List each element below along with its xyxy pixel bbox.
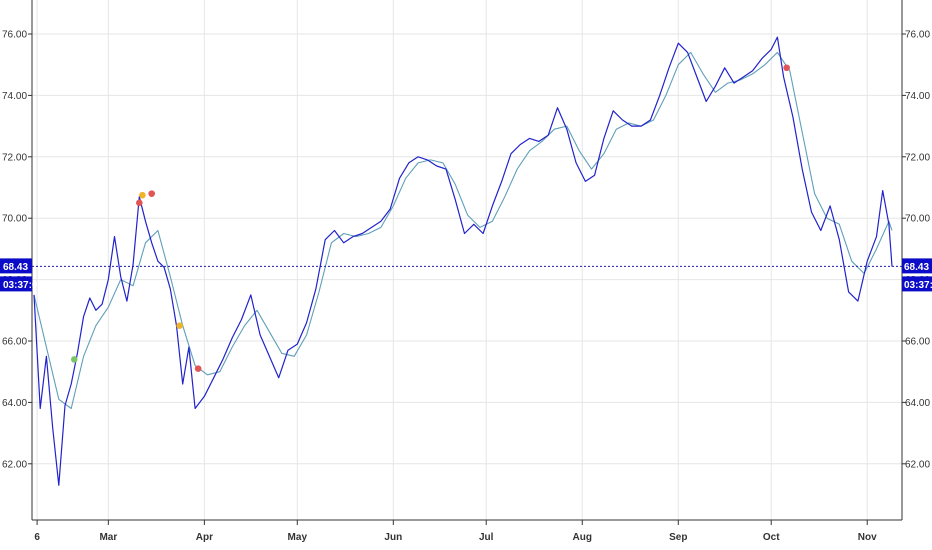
signal-marker bbox=[783, 64, 790, 72]
grid bbox=[32, 0, 902, 520]
y-tick-label-right: 72.00 bbox=[905, 152, 930, 163]
y-tick-label-right: 62.00 bbox=[905, 459, 930, 470]
current-price: 68.43 03:37:0 68.43 03:37:0 bbox=[0, 258, 932, 292]
x-tick-label: May bbox=[288, 532, 308, 543]
price-badge-right bbox=[902, 258, 932, 274]
x-tick-label: Aug bbox=[573, 532, 592, 543]
y-tick-label-left: 62.00 bbox=[2, 459, 27, 470]
countdown-right: 03:37:0 bbox=[904, 280, 932, 291]
price-badge-left bbox=[0, 258, 32, 274]
signal-marker bbox=[148, 190, 156, 197]
y-tick-label-right: 66.00 bbox=[905, 337, 930, 348]
signal-markers bbox=[70, 64, 790, 372]
signal-marker bbox=[139, 191, 146, 199]
y-tick-label-left: 70.00 bbox=[2, 214, 27, 225]
x-tick-label: Nov bbox=[858, 532, 877, 543]
y-tick-label-left: 64.00 bbox=[2, 398, 27, 409]
moving-average-line bbox=[33, 51, 893, 410]
price-value-right: 68.43 bbox=[904, 262, 929, 273]
y-tick-label-left: 76.00 bbox=[2, 30, 27, 41]
x-tick-label: Oct bbox=[763, 532, 780, 543]
x-tick-label: Sep bbox=[669, 532, 687, 543]
signal-marker bbox=[176, 322, 183, 329]
y-tick-label-right: 74.00 bbox=[905, 91, 930, 102]
y-tick-label-left: 72.00 bbox=[2, 152, 27, 163]
countdown-badge-right bbox=[902, 276, 932, 292]
x-tick-label: Jul bbox=[479, 532, 494, 543]
x-tick-label: Mar bbox=[99, 532, 117, 543]
y-tick-label-right: 76.00 bbox=[905, 30, 930, 41]
signal-marker bbox=[194, 365, 202, 372]
signal-marker bbox=[136, 199, 143, 207]
x-tick-label: Apr bbox=[196, 532, 213, 543]
countdown-left: 03:37:0 bbox=[3, 280, 38, 291]
y-tick-label-right: 64.00 bbox=[905, 398, 930, 409]
x-tick-label: 6 bbox=[34, 532, 40, 543]
price-value-left: 68.43 bbox=[3, 262, 28, 273]
countdown-badge-left bbox=[0, 276, 32, 292]
y-tick-label-right: 70.00 bbox=[905, 214, 930, 225]
x-tick-label: Jun bbox=[384, 532, 402, 543]
signal-marker bbox=[70, 356, 78, 363]
y-tick-label-left: 74.00 bbox=[2, 91, 27, 102]
y-tick-label-left: 66.00 bbox=[2, 337, 27, 348]
